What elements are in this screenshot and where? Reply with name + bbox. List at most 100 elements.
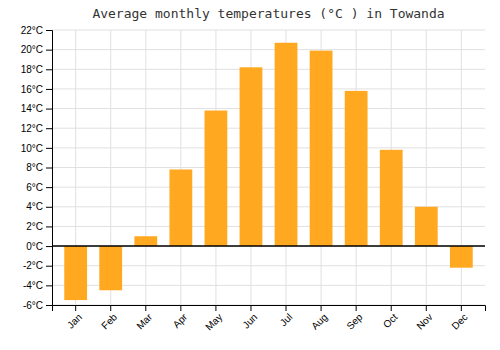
y-tick-label: -4°C	[23, 280, 43, 291]
x-tick-label: Oct	[381, 311, 400, 330]
x-tick-label: Mar	[134, 311, 154, 331]
x-tick-label: May	[203, 311, 224, 332]
x-tick-label: Jun	[240, 311, 259, 330]
zero-line	[52, 245, 485, 247]
bar	[345, 91, 368, 246]
x-tick-mark	[461, 305, 462, 311]
y-tick-mark	[46, 69, 52, 70]
y-grid-line	[52, 69, 485, 70]
y-tick-mark	[46, 89, 52, 90]
x-tick: Nov	[414, 305, 434, 332]
y-tick-label: 12°C	[21, 123, 43, 134]
y-tick-label: 4°C	[26, 201, 43, 212]
y-tick: -2°C	[23, 260, 52, 271]
x-tick-mark	[286, 305, 287, 311]
y-axis-line	[46, 31, 53, 306]
y-tick-label: 22°C	[21, 25, 43, 36]
y-tick: 10°C	[21, 143, 52, 154]
x-tick-label: Apr	[171, 311, 190, 330]
y-tick-mark	[46, 305, 52, 306]
y-tick: 16°C	[21, 84, 52, 95]
x-axis-line	[53, 306, 486, 312]
title: Average monthly temperatures (°C ) in To…	[92, 6, 444, 21]
x-tick-mark	[215, 305, 216, 311]
x-tick-mark	[180, 305, 181, 311]
y-tick-label: 14°C	[21, 103, 43, 114]
y-tick-mark	[46, 128, 52, 129]
y-tick-label: 18°C	[21, 64, 43, 75]
y-tick-label: -6°C	[23, 300, 43, 311]
y-axis: -6°C -4°C -2°C 0°C 2°C 4°C 6°C 8°C 10°C 12°C 14°C 1…	[21, 25, 53, 311]
y-grid-line	[52, 187, 485, 188]
bar	[205, 111, 228, 247]
y-tick-mark	[46, 207, 52, 208]
y-tick: -4°C	[23, 280, 52, 291]
bar	[134, 236, 157, 246]
y-tick: 0°C	[26, 241, 52, 252]
x-grid-line	[180, 30, 181, 305]
bar	[275, 43, 298, 246]
y-tick: 18°C	[21, 64, 52, 75]
x-tick: Jun	[240, 305, 259, 331]
y-tick-mark	[46, 246, 52, 247]
x-tick-mark	[145, 305, 146, 311]
x-tick-label: Sep	[344, 311, 365, 332]
x-tick-label: Jan	[65, 311, 84, 330]
y-grid-line	[52, 128, 485, 129]
x-tick-label: Nov	[414, 311, 434, 331]
x-tick-mark	[110, 305, 111, 311]
x-tick-label: Dec	[449, 311, 469, 331]
bar	[380, 150, 403, 246]
y-grid-line	[52, 88, 485, 89]
y-tick: -6°C	[23, 300, 52, 311]
y-tick: 12°C	[21, 123, 52, 134]
y-tick: 2°C	[26, 221, 52, 232]
bar	[415, 207, 438, 246]
bar	[169, 169, 192, 246]
y-tick-mark	[46, 109, 52, 110]
y-grid-line	[52, 167, 485, 168]
grid	[52, 30, 485, 305]
y-tick-label: 0°C	[26, 241, 43, 252]
bar	[310, 51, 333, 246]
y-grid-line	[52, 49, 485, 50]
y-tick: 14°C	[21, 103, 52, 114]
y-tick: 4°C	[26, 201, 52, 212]
y-tick: 6°C	[26, 182, 52, 193]
y-tick: 20°C	[21, 44, 52, 55]
x-tick-mark	[321, 305, 322, 311]
y-grid-line	[52, 147, 485, 148]
bar	[450, 246, 473, 268]
x-tick: Dec	[449, 305, 469, 332]
x-tick: Feb	[99, 305, 119, 331]
y-grid-line	[52, 246, 485, 247]
y-tick-label: 16°C	[21, 84, 43, 95]
x-tick-mark	[250, 305, 251, 311]
y-tick-label: 20°C	[21, 44, 43, 55]
chart: -6°C -4°C -2°C 0°C 2°C 4°C 6°C 8°C 10°C 12°C 14°C 1…	[0, 0, 500, 350]
y-tick-mark	[46, 30, 52, 31]
x-tick-mark	[391, 305, 392, 311]
x-tick-mark	[356, 305, 357, 311]
x-tick-label: Aug	[309, 311, 329, 331]
plot: -6°C -4°C -2°C 0°C 2°C 4°C 6°C 8°C 10°C 12°C 14°C 1…	[21, 25, 486, 333]
x-tick: Mar	[134, 305, 154, 331]
bar	[64, 246, 87, 300]
x-tick-label: Feb	[99, 311, 119, 331]
x-tick-label: Jul	[278, 311, 295, 328]
x-tick: Sep	[344, 305, 365, 332]
y-tick: 22°C	[21, 25, 52, 36]
y-tick-label: -2°C	[23, 260, 43, 271]
y-tick: 8°C	[26, 162, 52, 173]
y-tick-mark	[46, 226, 52, 227]
y-tick-label: 10°C	[21, 143, 43, 154]
y-tick-label: 6°C	[26, 182, 43, 193]
x-tick-mark	[75, 305, 76, 311]
x-tick: Jan	[65, 305, 84, 331]
y-tick-label: 8°C	[26, 162, 43, 173]
x-tick: Oct	[381, 305, 400, 330]
x-tick-mark	[426, 305, 427, 311]
x-tick: Apr	[171, 305, 190, 330]
x-axis: Jan Feb Mar Apr May Jun Jul Aug Sep Oct Nov Dec	[53, 305, 486, 333]
y-tick-label: 2°C	[26, 221, 43, 232]
